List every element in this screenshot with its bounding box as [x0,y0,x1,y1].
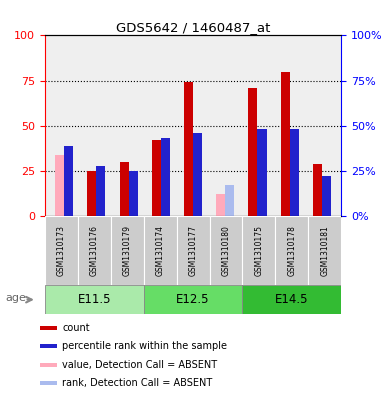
Bar [96,165,105,216]
Bar [55,155,64,216]
Bar [45,285,144,314]
Text: age: age [5,293,26,303]
Text: E12.5: E12.5 [176,293,210,306]
Bar [243,216,275,285]
Bar [40,326,57,330]
Text: count: count [62,323,90,333]
Bar [144,285,243,314]
Bar [216,195,225,216]
Bar [243,285,341,314]
Bar [209,216,243,285]
Text: GSM1310177: GSM1310177 [188,225,198,276]
Text: GSM1310178: GSM1310178 [287,225,296,276]
Bar [152,140,161,216]
Bar [40,381,57,385]
Title: GDS5642 / 1460487_at: GDS5642 / 1460487_at [116,21,270,34]
Bar [40,344,57,348]
Bar [275,216,308,285]
Text: E11.5: E11.5 [78,293,111,306]
Bar [78,216,111,285]
Bar [281,72,290,216]
Bar [40,363,57,367]
Bar [193,133,202,216]
Text: percentile rank within the sample: percentile rank within the sample [62,341,227,351]
Bar [161,138,170,216]
Bar [120,162,129,216]
Text: GSM1310179: GSM1310179 [123,225,132,276]
Text: GSM1310174: GSM1310174 [156,225,165,276]
Bar [45,216,78,285]
Bar [144,216,177,285]
Bar [290,129,299,216]
Bar [248,88,257,216]
Text: GSM1310175: GSM1310175 [254,225,263,276]
Text: E14.5: E14.5 [275,293,308,306]
Bar [225,185,234,216]
Text: rank, Detection Call = ABSENT: rank, Detection Call = ABSENT [62,378,212,388]
Bar [184,83,193,216]
Bar [257,129,266,216]
Bar [177,216,209,285]
Bar [111,216,144,285]
Text: GSM1310176: GSM1310176 [90,225,99,276]
Bar [87,171,96,216]
Bar [313,164,322,216]
Text: value, Detection Call = ABSENT: value, Detection Call = ABSENT [62,360,217,370]
Bar [322,176,331,216]
Text: GSM1310180: GSM1310180 [222,225,230,276]
Text: GSM1310173: GSM1310173 [57,225,66,276]
Bar [308,216,341,285]
Bar [64,146,73,216]
Bar [129,171,138,216]
Text: GSM1310181: GSM1310181 [320,225,329,276]
